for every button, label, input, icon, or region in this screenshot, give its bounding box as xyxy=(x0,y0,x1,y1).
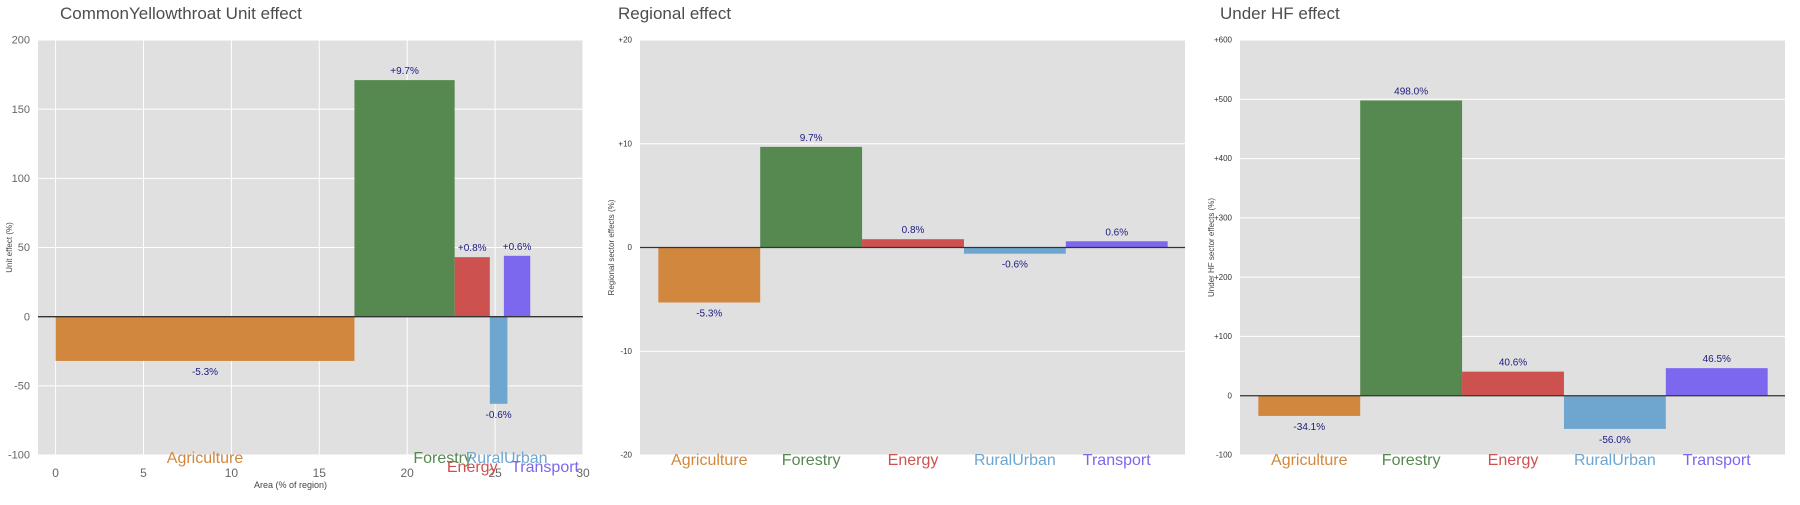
bar-energy xyxy=(1462,371,1564,396)
data-label: -0.6% xyxy=(486,410,512,421)
y-tick-label: 50 xyxy=(18,242,30,254)
x-tick-label: 25 xyxy=(488,466,502,480)
y-tick-label: +10 xyxy=(618,139,632,148)
data-label: +0.6% xyxy=(503,242,532,253)
category-label: Energy xyxy=(1488,452,1539,469)
category-label: RuralUrban xyxy=(466,450,548,467)
category-label: Energy xyxy=(888,452,939,469)
category-label: Forestry xyxy=(1382,452,1441,469)
x-tick-label: 30 xyxy=(576,466,590,480)
y-tick-label: -20 xyxy=(620,451,632,460)
category-label: RuralUrban xyxy=(974,452,1056,469)
data-label: +0.8% xyxy=(458,243,487,254)
y-tick-label: 200 xyxy=(12,35,30,47)
y-axis-label: Regional sector effects (%) xyxy=(607,199,616,295)
x-axis-label: Area (% of region) xyxy=(254,480,327,490)
bar-transport xyxy=(1065,241,1168,248)
category-label: Agriculture xyxy=(671,452,748,469)
x-tick-label: 20 xyxy=(401,466,415,480)
y-tick-label: +300 xyxy=(1214,214,1233,223)
y-tick-label: -100 xyxy=(1216,451,1233,460)
bar-forestry xyxy=(354,80,455,317)
chart-title: CommonYellowthroat Unit effect xyxy=(60,4,302,23)
y-tick-label: 100 xyxy=(12,173,30,185)
y-tick-label: -10 xyxy=(620,347,632,356)
bar-forestry xyxy=(760,146,863,248)
regional-effect-chart: -20 -10 0 +10 +20 Regional sector effects (%)… xyxy=(607,36,1185,469)
bar-forestry xyxy=(1360,100,1463,396)
data-label: -0.6% xyxy=(1002,260,1028,271)
y-tick-label: +20 xyxy=(618,36,632,45)
data-label: -5.3% xyxy=(192,367,218,378)
data-label: +9.7% xyxy=(390,66,419,77)
y-tick-label: 0 xyxy=(628,243,633,252)
unit-effect-chart: -100 -50 0 50 100 150 200 0 5 10 15 20 25 30 Unit effe… xyxy=(5,35,590,490)
under-hf-effect-panel: Under HF effect -100 0 +100 +200 +300 +400 +50… xyxy=(1200,0,1800,500)
y-axis-label: Unit effect (%) xyxy=(5,222,14,273)
data-label: -5.3% xyxy=(696,308,722,319)
y-tick-label: 0 xyxy=(1228,391,1233,400)
category-label: Transport xyxy=(1683,452,1751,469)
bar-transport xyxy=(503,255,531,317)
x-tick-label: 10 xyxy=(225,466,239,480)
data-label: 0.6% xyxy=(1105,227,1128,238)
unit-effect-panel: CommonYellowthroat Unit effect -100 -50 0 5… xyxy=(0,0,600,500)
category-label: Forestry xyxy=(782,452,841,469)
category-label: Transport xyxy=(1083,452,1151,469)
data-label: -56.0% xyxy=(1599,435,1631,446)
category-label: Energy xyxy=(447,459,498,476)
under-hf-effect-chart: -100 0 +100 +200 +300 +400 +500 +600 Under HF se… xyxy=(1207,36,1785,469)
y-tick-label: +200 xyxy=(1214,273,1233,282)
bar-energy xyxy=(862,239,964,248)
bar-transport xyxy=(1665,368,1768,396)
x-tick-label: 0 xyxy=(52,466,59,480)
data-label: -34.1% xyxy=(1293,422,1325,433)
category-label: Agriculture xyxy=(1271,452,1348,469)
y-tick-label: -50 xyxy=(14,381,30,393)
regional-effect-panel: Regional effect -20 -10 0 +10 +20 Regional se… xyxy=(600,0,1200,500)
category-label: Forestry xyxy=(413,450,472,467)
y-tick-label: -100 xyxy=(8,450,30,462)
y-tick-label: 0 xyxy=(24,311,30,323)
category-label: Transport xyxy=(511,459,579,476)
category-label: RuralUrban xyxy=(1574,452,1656,469)
y-tick-label: +400 xyxy=(1214,154,1233,163)
data-label: 40.6% xyxy=(1499,358,1527,369)
bar-energy xyxy=(454,257,490,317)
chart-title: Under HF effect xyxy=(1220,4,1340,23)
bar-agriculture xyxy=(55,316,355,361)
x-tick-label: 5 xyxy=(140,466,147,480)
data-label: 9.7% xyxy=(800,133,823,144)
data-label: 0.8% xyxy=(902,225,925,236)
data-label: 498.0% xyxy=(1394,86,1428,97)
y-tick-label: +100 xyxy=(1214,332,1233,341)
chart-title: Regional effect xyxy=(618,4,732,23)
bar-ruralurban xyxy=(489,316,508,404)
data-label: 46.5% xyxy=(1703,354,1731,365)
x-tick-label: 15 xyxy=(313,466,327,480)
y-tick-label: +600 xyxy=(1214,36,1233,45)
bar-agriculture xyxy=(658,247,761,303)
y-tick-label: +500 xyxy=(1214,95,1233,104)
y-tick-label: 150 xyxy=(12,104,30,116)
bar-agriculture xyxy=(1258,395,1361,416)
bar-ruralurban xyxy=(1563,395,1666,429)
category-label: Agriculture xyxy=(167,450,244,467)
y-axis-label: Under HF sector effects (%) xyxy=(1207,198,1216,297)
bar-ruralurban xyxy=(963,247,1066,254)
